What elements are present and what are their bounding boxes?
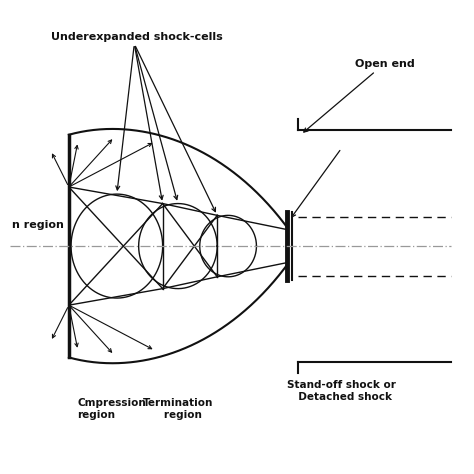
- Text: Termination
   region: Termination region: [143, 398, 213, 420]
- Text: Cmpression
region: Cmpression region: [78, 398, 146, 420]
- Text: Stand-off shock or
  Detached shock: Stand-off shock or Detached shock: [287, 380, 396, 402]
- Text: Open end: Open end: [355, 59, 415, 69]
- Text: Underexpanded shock-cells: Underexpanded shock-cells: [51, 32, 222, 42]
- Text: n region: n region: [12, 220, 64, 230]
